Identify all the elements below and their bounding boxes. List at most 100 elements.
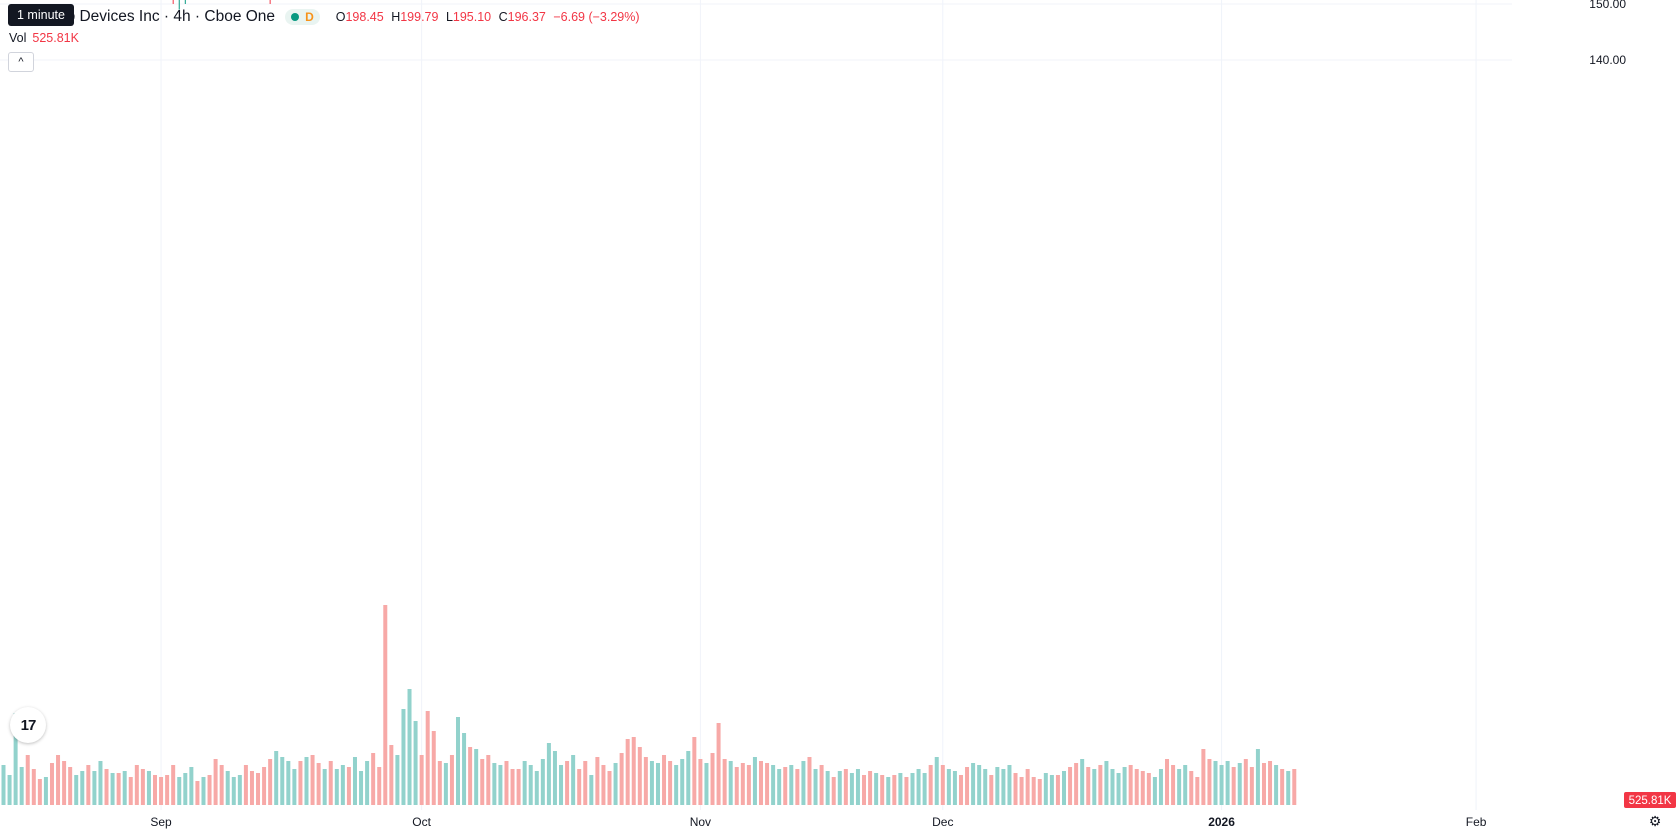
volume-bar bbox=[1104, 761, 1109, 805]
volume-bar bbox=[1231, 767, 1236, 805]
volume-bar bbox=[486, 755, 491, 805]
volume-bar bbox=[686, 751, 691, 805]
volume-bar bbox=[946, 769, 951, 805]
volume-bar bbox=[1031, 777, 1036, 805]
volume-bar bbox=[801, 761, 806, 805]
volume-badge-label: 525.81K bbox=[1629, 795, 1672, 807]
volume-bar bbox=[1249, 767, 1254, 805]
volume-bar bbox=[940, 765, 945, 805]
price-axis[interactable]: 140.00150.00160.00170.00180.00190.00200.… bbox=[1589, 0, 1676, 808]
volume-bar bbox=[468, 747, 473, 805]
volume-bar bbox=[74, 775, 79, 805]
volume-bar bbox=[698, 759, 703, 805]
volume-bar bbox=[704, 763, 709, 805]
volume-value: 525.81K bbox=[32, 31, 79, 45]
volume-bar bbox=[13, 713, 18, 805]
volume-bar bbox=[892, 775, 897, 805]
volume-bar bbox=[1177, 769, 1182, 805]
volume-bar bbox=[1255, 749, 1260, 805]
volume-bar bbox=[831, 777, 836, 805]
volume-bar bbox=[849, 773, 854, 805]
volume-bar bbox=[1, 765, 6, 805]
volume-bar bbox=[110, 773, 115, 805]
volume-bar bbox=[528, 765, 533, 805]
volume-bar bbox=[195, 781, 200, 805]
volume-bar bbox=[662, 755, 667, 805]
settings-gear-icon[interactable]: ⚙ bbox=[1648, 812, 1662, 829]
volume-bar bbox=[207, 775, 212, 805]
time-tick-label: Feb bbox=[1466, 815, 1487, 829]
volume-bar bbox=[480, 759, 485, 805]
volume-bar bbox=[425, 711, 430, 805]
volume-bar bbox=[165, 775, 170, 805]
volume-bar bbox=[643, 757, 648, 805]
volume-bar bbox=[825, 771, 830, 805]
volume-bar bbox=[1049, 775, 1054, 805]
data-badge: D bbox=[305, 10, 314, 24]
price-tick-label: 140.00 bbox=[1589, 53, 1626, 67]
volume-bar bbox=[874, 773, 879, 805]
volume-bar bbox=[298, 761, 303, 805]
volume-bar bbox=[771, 765, 776, 805]
volume-bar bbox=[37, 779, 42, 805]
volume-bar bbox=[843, 769, 848, 805]
volume-bar bbox=[346, 767, 351, 805]
volume-bar bbox=[886, 777, 891, 805]
high-label: H bbox=[391, 10, 401, 24]
volume-bar bbox=[419, 755, 424, 805]
volume-bar bbox=[31, 769, 36, 805]
volume-bar bbox=[413, 721, 418, 805]
volume-bar bbox=[383, 605, 388, 805]
market-open-dot-icon bbox=[291, 13, 300, 21]
volume-bar bbox=[813, 769, 818, 805]
time-tick-label: Dec bbox=[932, 815, 953, 829]
volume-bar bbox=[1183, 765, 1188, 805]
tradingview-logo-icon[interactable]: 17 bbox=[10, 707, 46, 743]
volume-bar bbox=[710, 753, 715, 805]
low-label: L bbox=[445, 10, 453, 24]
volume-bar bbox=[19, 767, 24, 805]
volume-bar bbox=[401, 709, 406, 805]
volume-bar bbox=[134, 765, 139, 805]
volume-bar bbox=[1019, 777, 1024, 805]
volume-bar bbox=[431, 731, 436, 805]
volume-bar bbox=[995, 767, 1000, 805]
volume-bar bbox=[1213, 761, 1218, 805]
volume-bar bbox=[1292, 769, 1297, 805]
volume-bar bbox=[734, 767, 739, 805]
volume-bar bbox=[104, 769, 109, 805]
volume-bar bbox=[1037, 779, 1042, 805]
time-axis[interactable]: Sep Oct Nov Dec 2026 Feb bbox=[150, 815, 1486, 829]
volume-bar bbox=[855, 769, 860, 805]
volume-bar bbox=[1116, 773, 1121, 805]
volume-bar bbox=[965, 767, 970, 805]
volume-bar bbox=[389, 745, 394, 805]
volume-bar bbox=[449, 755, 454, 805]
volume-bar bbox=[1110, 769, 1115, 805]
market-status-pill[interactable]: D bbox=[285, 9, 320, 25]
volume-bar bbox=[25, 755, 30, 805]
symbol-title[interactable]: ced Micro Devices Inc · 4h · Cboe One bbox=[8, 8, 276, 25]
volume-bar bbox=[589, 775, 594, 805]
open-label: O bbox=[335, 10, 346, 24]
volume-bar bbox=[1080, 759, 1085, 805]
price-tick-label: 150.00 bbox=[1589, 0, 1626, 11]
volume-bar bbox=[625, 739, 630, 805]
close-value: 196.37 bbox=[507, 10, 546, 24]
volume-bar bbox=[304, 757, 309, 805]
volume-bar bbox=[1013, 773, 1018, 805]
volume-bar bbox=[219, 765, 224, 805]
volume-bar bbox=[213, 759, 218, 805]
candlesticks bbox=[172, 0, 271, 10]
volume-bar bbox=[1128, 765, 1133, 805]
collapse-legend-button[interactable]: ^ bbox=[8, 52, 34, 72]
volume-bar bbox=[407, 689, 412, 805]
volume-bar bbox=[1092, 769, 1097, 805]
volume-bar bbox=[268, 759, 273, 805]
volume-bar bbox=[1225, 761, 1230, 805]
volume-bar bbox=[1261, 763, 1266, 805]
volume-bar bbox=[680, 759, 685, 805]
volume-bar bbox=[1152, 777, 1157, 805]
volume-bar bbox=[1207, 759, 1212, 805]
